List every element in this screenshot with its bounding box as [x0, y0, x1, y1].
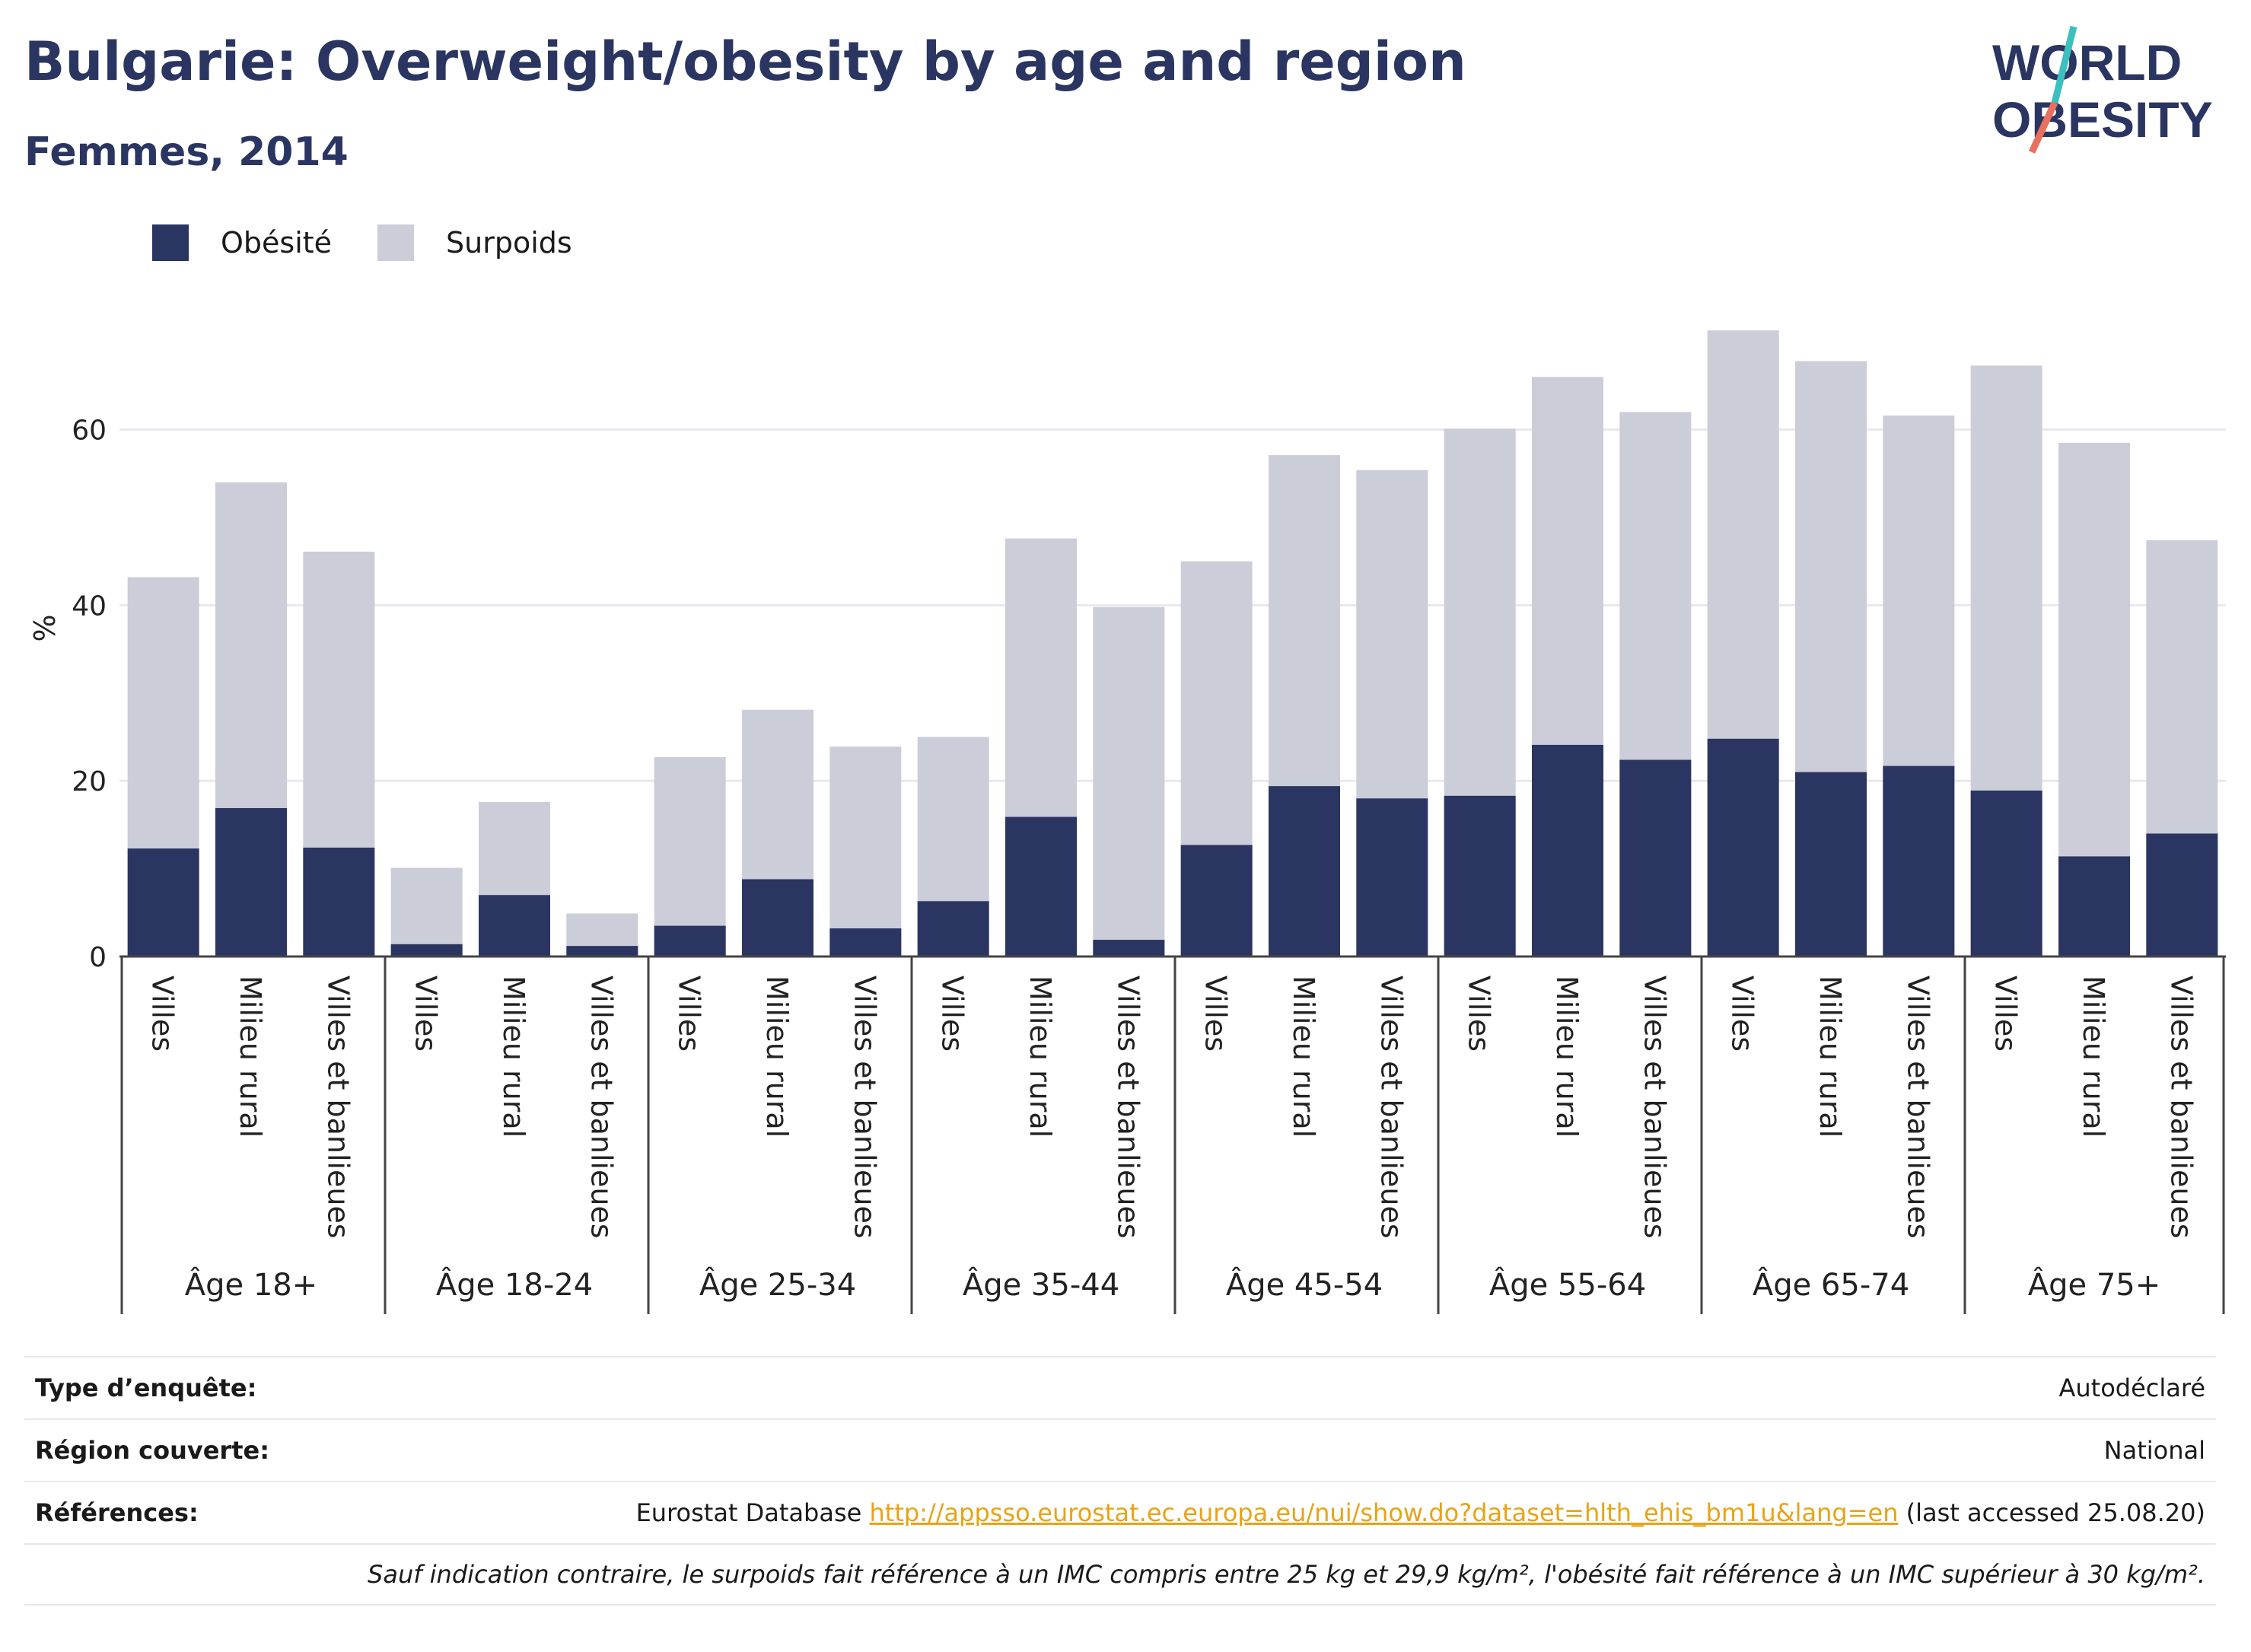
bar-obesity	[303, 847, 375, 957]
x-tick-label-region: Villes	[1199, 976, 1233, 1052]
bar-obesity	[127, 848, 199, 957]
logo-line2: OBESITY	[1992, 91, 2213, 148]
survey-type-value: Autodéclaré	[2058, 1373, 2205, 1402]
bar-obesity	[215, 807, 287, 957]
info-table: Type d’enquête: Autodéclaré Région couve…	[24, 1356, 2216, 1606]
bar-obesity	[1356, 798, 1428, 957]
legend-swatch-obesity	[152, 224, 189, 261]
references-suffix: (last accessed 25.08.20)	[1906, 1498, 2205, 1527]
legend-label-obesity: Obésité	[221, 226, 333, 259]
bar-obesity	[1795, 772, 1867, 957]
survey-type-label: Type d’enquête:	[35, 1373, 257, 1402]
stacked-bar-chart: 0 20 40 60% Villes Milieu rural Villes et banl…	[28, 330, 2226, 1314]
y-tick-label: 0	[89, 942, 107, 973]
references-link[interactable]: http://appsso.eurostat.ec.europa.eu/nui/…	[869, 1498, 1899, 1527]
x-tick-label-region: Villes et banlieues	[584, 976, 618, 1239]
x-tick-label-region: Villes	[409, 976, 443, 1052]
bar-obesity	[1444, 795, 1516, 957]
bar-obesity	[2146, 833, 2218, 957]
world-obesity-logo: WORLD OBESITY	[1992, 25, 2213, 154]
x-group-label: Âge 55-64	[1489, 1266, 1646, 1303]
bar-obesity	[390, 944, 463, 957]
bar-obesity	[917, 901, 989, 957]
x-tick-label-region: Villes et banlieues	[1638, 976, 1671, 1239]
x-tick-label-region: Milieu rural	[1024, 976, 1057, 1138]
bar-obesity	[479, 895, 550, 957]
legend-swatch-overweight	[377, 224, 415, 261]
bar-obesity	[1093, 940, 1165, 957]
survey-type-row: Type d’enquête: Autodéclaré	[24, 1356, 2216, 1418]
x-tick-label-region: Villes	[1989, 976, 2023, 1052]
x-tick-label-region: Milieu rural	[1550, 976, 1584, 1138]
y-tick-label: 60	[72, 415, 107, 447]
bar-obesity	[1707, 738, 1779, 957]
note-row: Sauf indication contraire, le surpoids f…	[24, 1543, 2216, 1606]
bar-obesity	[1970, 790, 2042, 957]
x-group-label: Âge 45-54	[1226, 1266, 1383, 1303]
x-tick-label-region: Milieu rural	[497, 976, 530, 1138]
x-tick-label-region: Milieu rural	[2077, 976, 2110, 1138]
x-tick-label-region: Villes	[1726, 976, 1759, 1052]
x-tick-label-region: Villes	[146, 976, 180, 1052]
bar-obesity	[654, 925, 726, 957]
x-tick-label-region: Milieu rural	[760, 976, 794, 1138]
x-tick-label-region: Milieu rural	[1287, 976, 1320, 1138]
x-tick-label-region: Milieu rural	[234, 976, 267, 1138]
x-tick-label-region: Villes et banlieues	[1374, 976, 1408, 1239]
x-group-label: Âge 75+	[2028, 1266, 2161, 1303]
x-group-label: Âge 18+	[185, 1266, 318, 1303]
bar-obesity	[829, 928, 902, 957]
x-tick-label-region: Villes	[1463, 976, 1496, 1052]
x-group-label: Âge 35-44	[963, 1266, 1119, 1303]
region-value: National	[2103, 1436, 2205, 1465]
x-group-label: Âge 65-74	[1753, 1266, 1909, 1303]
bar-obesity	[1883, 766, 1955, 957]
bar-obesity	[1180, 845, 1253, 957]
chart-title: Bulgarie: Overweight/obesity by age and …	[24, 30, 1466, 93]
x-tick-label-region: Villes et banlieues	[321, 976, 355, 1239]
logo-line1: WORLD	[1992, 34, 2182, 91]
definition-note: Sauf indication contraire, le surpoids f…	[368, 1560, 2205, 1589]
bar-overweight	[390, 867, 463, 957]
x-tick-label-region: Villes	[936, 976, 969, 1052]
bar-overweight	[1093, 606, 1165, 957]
y-tick-label: 20	[72, 766, 107, 797]
references-prefix: Eurostat Database	[635, 1498, 862, 1527]
x-tick-label-region: Villes et banlieues	[1901, 976, 1934, 1239]
y-tick-label: 40	[72, 590, 107, 622]
chart-subtitle: Femmes, 2014	[24, 129, 349, 175]
y-axis-label: %	[28, 614, 62, 641]
x-group-label: Âge 18-24	[436, 1266, 593, 1303]
x-tick-label-region: Villes et banlieues	[2164, 976, 2198, 1239]
region-row: Région couverte: National	[24, 1418, 2216, 1481]
chart-legend: Obésité Surpoids	[152, 224, 618, 261]
x-tick-label-region: Milieu rural	[1813, 976, 1847, 1138]
bar-obesity	[742, 879, 813, 957]
bar-overweight	[654, 757, 726, 957]
legend-label-overweight: Surpoids	[446, 226, 572, 259]
region-label: Région couverte:	[35, 1436, 269, 1465]
references-label: Références:	[35, 1498, 199, 1527]
references-value: Eurostat Database http://appsso.eurostat…	[636, 1498, 2205, 1527]
bar-obesity	[1619, 759, 1692, 957]
bar-obesity	[566, 946, 638, 957]
bar-obesity	[1005, 816, 1077, 957]
bar-obesity	[1532, 744, 1603, 957]
references-row: Références: Eurostat Database http://app…	[24, 1481, 2216, 1543]
bar-obesity	[2058, 856, 2130, 957]
x-group-label: Âge 25-34	[699, 1266, 856, 1303]
x-tick-label-region: Villes	[673, 976, 706, 1052]
bar-obesity	[1269, 786, 1340, 957]
x-tick-label-region: Villes et banlieues	[1111, 976, 1145, 1239]
x-tick-label-region: Villes et banlieues	[848, 976, 881, 1239]
bar-overweight	[829, 746, 902, 957]
